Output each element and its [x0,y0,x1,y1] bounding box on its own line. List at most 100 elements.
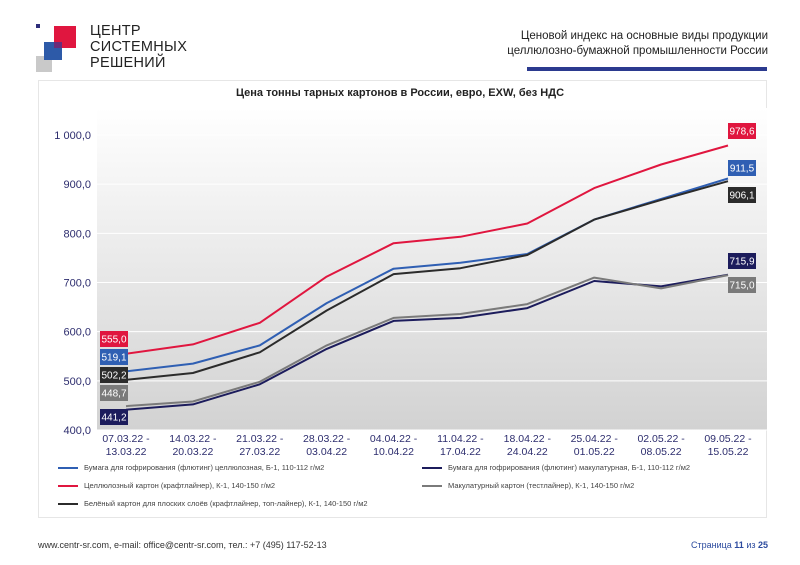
data-label-text: 448,7 [101,389,126,400]
company-logo [36,22,186,82]
legend-item-white-top: Белёный картон для плоских слоёв (крафтл… [58,499,368,508]
data-labels: 519,1 911,5 441,2 715,9 555,0 978,6 448,7 715,0… [100,123,756,425]
header-divider-bar [527,67,767,71]
data-label-box [100,409,128,425]
logo-dot [36,24,40,28]
legend-label: Макулатурный картон (тестлайнер), К-1, 1… [448,481,635,490]
x-tick-label: 09.05.22 - [704,433,752,445]
legend-item-testliner: Макулатурный картон (тестлайнер), К-1, 1… [422,481,634,490]
y-tick-label: 700,0 [63,278,91,290]
y-tick-label: 900,0 [63,179,91,191]
data-label: 715,0 [728,277,756,293]
data-label-text: 906,1 [729,191,754,202]
x-tick-label: 11.04.22 - [437,433,484,445]
data-label-text: 441,2 [101,413,126,424]
data-label-box [100,349,128,365]
data-label-text: 519,1 [101,353,126,364]
x-tick-label: 24.04.22 [507,446,548,458]
data-label: 906,1 [728,187,756,203]
logo-line-2: СИСТЕМНЫХ [90,39,188,55]
x-tick-label: 14.03.22 - [169,433,217,445]
data-label-text: 978,6 [729,127,754,138]
legend-label: Белёный картон для плоских слоёв (крафтл… [84,499,368,508]
legend-swatch [422,484,442,487]
logo-square-gray [36,56,52,72]
data-label-box [728,253,756,269]
x-axis-ticks: 07.03.22 -13.03.22 14.03.22 -20.03.22 21.0… [102,433,752,458]
x-tick-label: 25.04.22 - [571,433,619,445]
x-tick-label: 01.05.22 [574,446,615,458]
document-title: Ценовой индекс на основные виды продукци… [448,29,768,59]
page-prefix: Страница [690,540,732,550]
x-tick-label: 18.04.22 - [504,433,552,445]
data-label: 978,6 [728,123,756,139]
legend-swatch [58,484,78,487]
logo-line-1: ЦЕНТР [90,23,141,39]
data-label: 555,0 [100,331,128,347]
x-tick-label: 02.05.22 - [637,433,685,445]
x-tick-label: 27.03.22 [239,446,280,458]
x-tick-label: 15.05.22 [708,446,749,458]
x-tick-label: 17.04.22 [440,446,481,458]
data-label-box [728,160,756,176]
series-line [125,144,729,355]
legend-label: Бумага для гофрирования (флютинг) целлюл… [84,463,325,472]
x-tick-label: 03.04.22 [306,446,347,458]
legend-swatch [422,466,442,469]
x-tick-label: 28.03.22 - [303,433,351,445]
page-number: Страница 11 из 25 [691,540,768,550]
data-label-text: 715,0 [729,281,754,292]
legend-item-fluting-cellulose: Бумага для гофрирования (флютинг) целлюл… [58,463,324,472]
legend-item-kraftliner: Целлюлозный картон (крафтлайнер), К-1, 1… [58,481,275,490]
logo-text: ЦЕНТР СИСТЕМНЫХ РЕШЕНИЙ [90,23,187,71]
data-label: 502,2 [100,367,128,383]
x-tick-label: 08.05.22 [641,446,682,458]
page-total: 25 [757,540,768,550]
logo-line-3: РЕШЕНИЙ [90,55,166,71]
document-title-line-2: целлюлозно-бумажной промышленности Росси… [507,45,768,57]
legend-swatch [58,502,78,505]
x-tick-label: 07.03.22 - [102,433,150,445]
y-tick-label: 600,0 [63,327,91,339]
y-tick-label: 800,0 [63,228,91,240]
plot-area [97,108,767,430]
data-label-box [728,277,756,293]
y-tick-label: 400,0 [63,425,91,437]
data-label: 448,7 [100,385,128,401]
page-current: 11 [734,540,744,550]
data-label-box [100,385,128,401]
x-tick-label: 21.03.22 - [236,433,284,445]
data-label-text: 715,9 [729,257,754,268]
x-tick-label: 20.03.22 [172,446,213,458]
data-label-box [728,187,756,203]
x-tick-label: 13.03.22 [106,446,147,458]
chart-title: Цена тонны тарных картонов в России, евр… [235,87,565,99]
data-label-box [100,367,128,383]
legend-label: Бумага для гофрирования (флютинг) макула… [448,463,691,472]
data-label-text: 502,2 [101,371,126,382]
footer-contacts: www.centr-sr.com, e-mail: office@centr-s… [38,540,327,550]
grid-lines [97,134,767,431]
data-label: 441,2 [100,409,128,425]
series-line [125,180,729,381]
x-tick-label: 04.04.22 - [370,433,418,445]
page-sep: из [746,540,756,550]
legend-item-fluting-recycled: Бумага для гофрирования (флютинг) макула… [422,463,690,472]
x-tick-label: 10.04.22 [373,446,414,458]
series-line [125,274,729,408]
series-lines [125,144,729,411]
document-title-line-1: Ценовой индекс на основные виды продукци… [520,30,768,42]
data-label: 715,9 [728,253,756,269]
y-tick-label: 1 000,0 [54,130,91,142]
data-label-text: 911,5 [730,164,755,175]
legend-swatch [58,466,78,469]
data-label-box [728,123,756,139]
data-label-box [100,331,128,347]
legend-label: Целлюлозный картон (крафтлайнер), К-1, 1… [84,481,276,490]
logo-square-violet [54,42,62,48]
y-axis-ticks: 400,0 500,0 600,0 700,0 800,0 900,0 1 000,0 [54,130,91,437]
y-tick-label: 500,0 [63,376,91,388]
data-label: 911,5 [728,160,756,176]
data-label: 519,1 [100,349,128,365]
